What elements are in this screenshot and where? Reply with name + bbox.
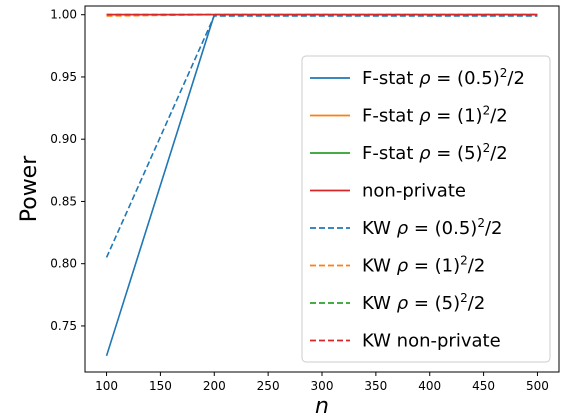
- legend-box: [301, 55, 551, 363]
- x-tick-label: 500: [526, 379, 549, 393]
- x-tick-label: 400: [418, 379, 441, 393]
- x-tick-label: 200: [203, 379, 226, 393]
- y-axis-ticks: 0.75 0.80 0.85 0.90 0.95 1.00: [50, 8, 85, 333]
- y-tick-label: 0.90: [50, 132, 77, 146]
- x-tick-label: 300: [311, 379, 334, 393]
- legend-label-3: F-stat ρ = (5)2/2: [362, 141, 508, 164]
- y-tick-label: 0.80: [50, 257, 77, 271]
- y-tick-label: 0.75: [50, 319, 77, 333]
- legend-label-1: F-stat ρ = (0.5)2/2: [362, 66, 525, 89]
- legend-label-6: KW ρ = (1)2/2: [362, 254, 485, 277]
- y-tick-label: 0.85: [50, 194, 77, 208]
- series-line-5: [105, 15, 538, 258]
- legend-label-4: non-private: [362, 181, 466, 202]
- x-tick-label: 450: [472, 379, 495, 393]
- x-axis-label: n: [315, 394, 329, 419]
- legend-label-5: KW ρ = (0.5)2/2: [362, 216, 503, 239]
- y-tick-label: 1.00: [50, 8, 77, 22]
- x-tick-label: 100: [95, 379, 118, 393]
- y-axis-label: Power: [17, 155, 42, 222]
- x-tick-label: 150: [149, 379, 172, 393]
- legend: F-stat ρ = (0.5)2/2 F-stat ρ = (1)2/2 F-st…: [301, 55, 551, 363]
- x-tick-label: 250: [257, 379, 280, 393]
- series-lines: [105, 13, 538, 357]
- legend-label-2: F-stat ρ = (1)2/2: [362, 104, 508, 127]
- x-tick-label: 350: [364, 379, 387, 393]
- x-axis-ticks: 100 150 200 250 300 350 400 450 500: [95, 372, 549, 393]
- legend-label-8: KW non-private: [362, 331, 501, 352]
- legend-label-7: KW ρ = (5)2/2: [362, 291, 485, 314]
- y-tick-label: 0.95: [50, 70, 77, 84]
